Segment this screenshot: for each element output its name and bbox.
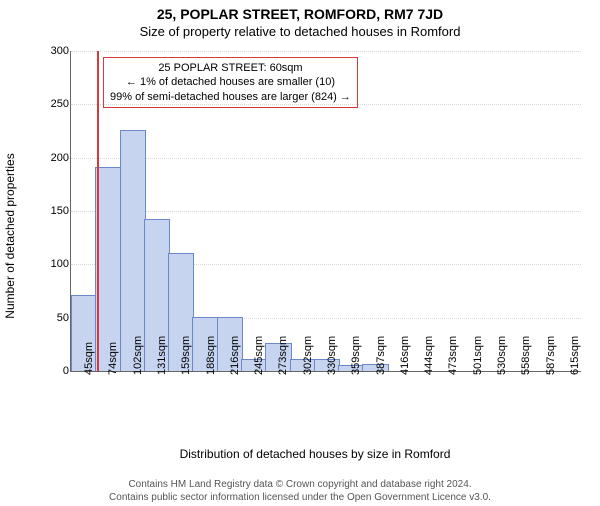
x-tick: 330sqm	[326, 336, 338, 375]
x-tick: 45sqm	[83, 342, 95, 375]
x-tick: 359sqm	[350, 336, 362, 375]
callout-line: 25 POPLAR STREET: 60sqm	[110, 61, 351, 75]
grid-line	[71, 211, 581, 212]
y-tick: 300	[51, 45, 69, 57]
histogram-bar	[120, 130, 146, 371]
x-tick: 273sqm	[277, 336, 289, 375]
y-tick: 200	[51, 152, 69, 164]
x-tick: 102sqm	[132, 336, 144, 375]
y-tick: 0	[63, 365, 69, 377]
x-tick: 615sqm	[569, 336, 581, 375]
callout-line: ← 1% of detached houses are smaller (10)	[110, 75, 351, 89]
y-tick: 150	[51, 205, 69, 217]
y-tick: 50	[57, 312, 69, 324]
y-tick: 250	[51, 98, 69, 110]
footer: Contains HM Land Registry data © Crown c…	[0, 479, 600, 504]
x-tick: 387sqm	[375, 336, 387, 375]
histogram-bar	[95, 167, 121, 371]
x-tick: 501sqm	[472, 336, 484, 375]
chart-container: Number of detached properties 25 POPLAR …	[50, 51, 580, 421]
x-tick: 587sqm	[545, 336, 557, 375]
footer-line-2: Contains public sector information licen…	[0, 492, 600, 505]
page-title: 25, POPLAR STREET, ROMFORD, RM7 7JD	[0, 6, 600, 22]
x-tick: 473sqm	[447, 336, 459, 375]
y-tick: 100	[51, 258, 69, 270]
x-tick: 188sqm	[205, 336, 217, 375]
reference-line	[97, 51, 99, 371]
x-tick: 416sqm	[399, 336, 411, 375]
x-tick: 131sqm	[156, 336, 168, 375]
x-tick: 530sqm	[496, 336, 508, 375]
x-tick: 216sqm	[229, 336, 241, 375]
x-tick: 558sqm	[520, 336, 532, 375]
x-tick: 74sqm	[107, 342, 119, 375]
x-axis-label: Distribution of detached houses by size …	[180, 447, 451, 461]
grid-line	[71, 104, 581, 105]
callout-box: 25 POPLAR STREET: 60sqm← 1% of detached …	[103, 57, 358, 108]
y-axis-label: Number of detached properties	[3, 153, 17, 318]
x-tick: 245sqm	[253, 336, 265, 375]
grid-line	[71, 51, 581, 52]
grid-line	[71, 158, 581, 159]
page-subtitle: Size of property relative to detached ho…	[0, 24, 600, 39]
x-tick: 159sqm	[180, 336, 192, 375]
x-tick: 444sqm	[423, 336, 435, 375]
callout-line: 99% of semi-detached houses are larger (…	[110, 90, 351, 104]
footer-line-1: Contains HM Land Registry data © Crown c…	[0, 479, 600, 492]
x-tick: 302sqm	[302, 336, 314, 375]
plot-area: 25 POPLAR STREET: 60sqm← 1% of detached …	[70, 51, 581, 372]
